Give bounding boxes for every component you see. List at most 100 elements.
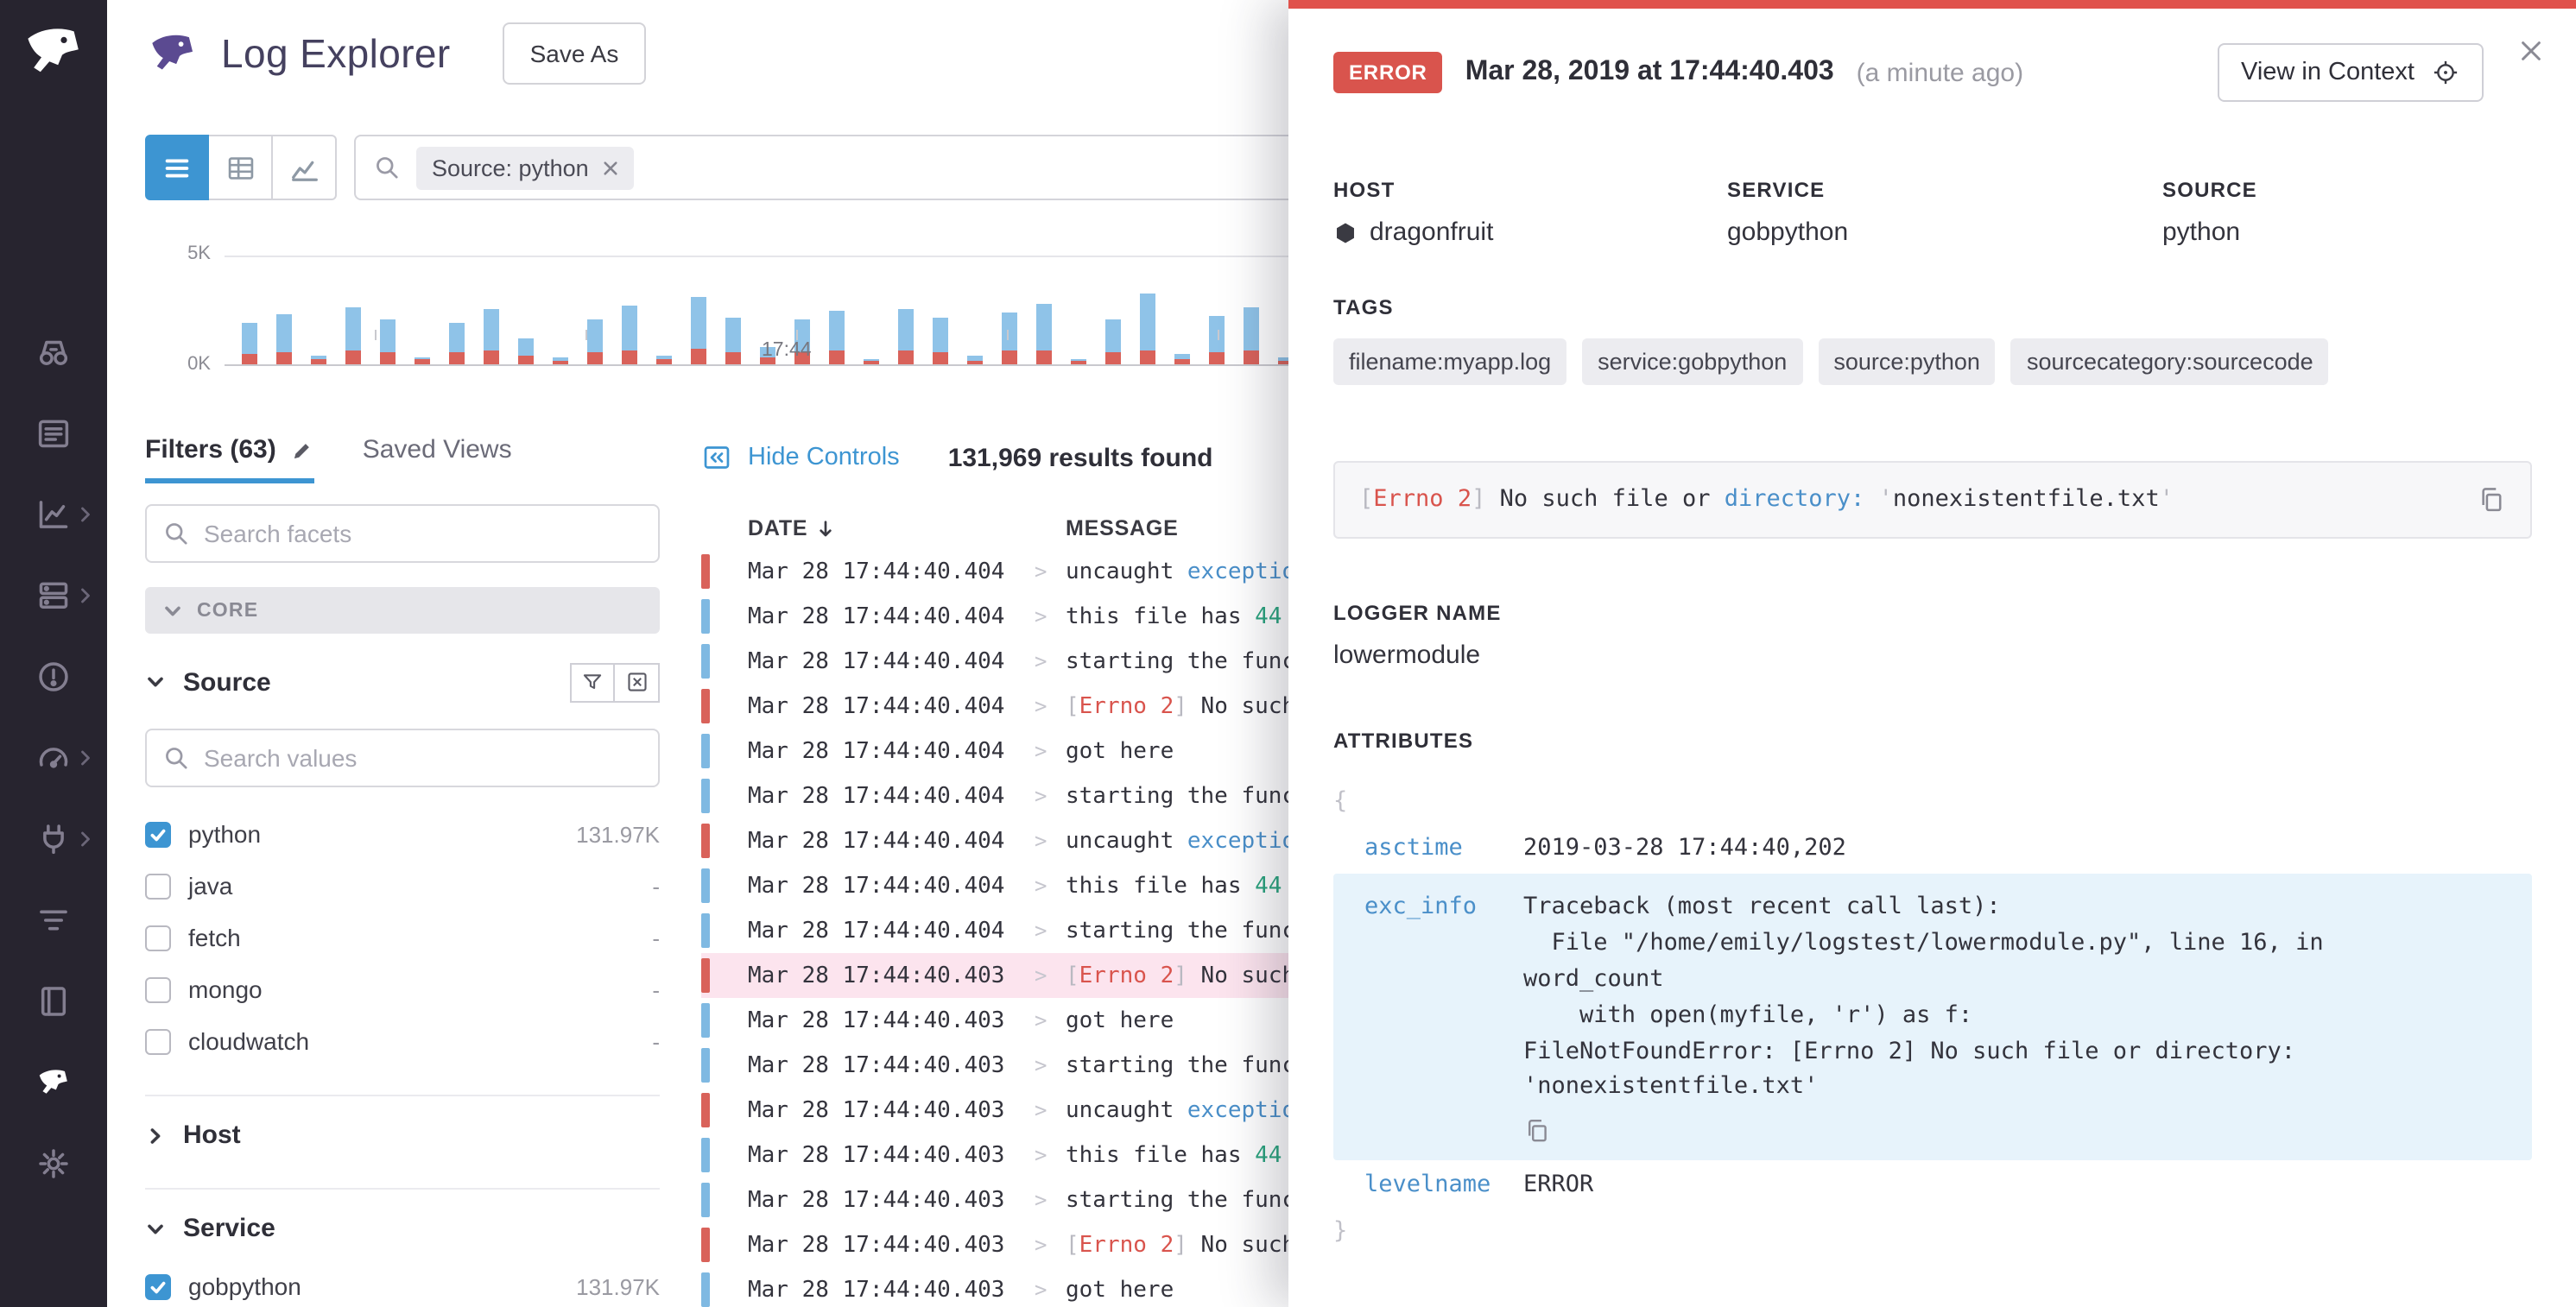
list-view-button[interactable] <box>145 135 209 200</box>
pipelines-icon[interactable] <box>35 901 73 939</box>
facet-row[interactable]: java - <box>145 860 660 912</box>
chart-bar[interactable] <box>622 306 637 364</box>
chart-bar[interactable] <box>1036 304 1052 364</box>
log-row[interactable]: Mar 28 17:44:40.404 > got here <box>701 729 2576 773</box>
tag-chip[interactable]: filename:myapp.log <box>1333 338 1567 385</box>
search-facets-input[interactable] <box>145 504 660 563</box>
checkbox[interactable] <box>145 925 171 950</box>
checkbox[interactable] <box>145 873 171 899</box>
facet-row[interactable]: cloudwatch - <box>145 1015 660 1067</box>
attribute-key[interactable]: asctime <box>1364 833 1463 862</box>
checkbox[interactable] <box>145 1028 171 1054</box>
facet-label: cloudwatch <box>188 1027 310 1055</box>
facet-row[interactable]: fetch - <box>145 912 660 963</box>
edit-filters-icon[interactable] <box>290 438 314 462</box>
checkbox[interactable] <box>145 976 171 1002</box>
attribute-key[interactable]: exc_info <box>1364 892 1478 920</box>
chart-bar[interactable] <box>794 319 810 364</box>
facet-row[interactable]: python 131.97K <box>145 808 660 860</box>
chart-bar[interactable] <box>311 356 326 364</box>
chart-bar[interactable] <box>760 347 775 364</box>
tab-filters[interactable]: Filters (63) <box>145 435 314 483</box>
attribute-row[interactable]: exc_info Traceback (most recent call last… <box>1333 873 2532 1161</box>
table-view-button[interactable] <box>209 135 273 200</box>
chart-bar[interactable] <box>898 309 914 364</box>
checkbox[interactable] <box>145 821 171 847</box>
chart-bar[interactable] <box>864 358 879 364</box>
dashboards-icon[interactable] <box>35 496 90 534</box>
events-icon[interactable] <box>35 414 73 452</box>
log-row[interactable]: Mar 28 17:44:40.403 > got here <box>701 998 2576 1043</box>
search-filter-chip[interactable]: Source: python <box>416 146 634 189</box>
tag-chip[interactable]: source:python <box>1818 338 1996 385</box>
settings-icon[interactable] <box>35 1145 73 1183</box>
tab-saved-views[interactable]: Saved Views <box>362 435 512 464</box>
chart-bar[interactable] <box>1244 306 1259 364</box>
log-row[interactable]: Mar 28 17:44:40.403 > starting the functio… <box>701 1178 2576 1222</box>
checkbox[interactable] <box>145 1273 171 1299</box>
facet-row[interactable]: mongo - <box>145 963 660 1015</box>
chart-bar[interactable] <box>829 310 845 364</box>
infrastructure-icon[interactable] <box>35 577 90 615</box>
filter-facet-button[interactable] <box>570 662 615 702</box>
chart-bar[interactable] <box>449 322 465 364</box>
log-row[interactable]: Mar 28 17:44:40.404 > uncaught exception <box>701 549 2576 594</box>
log-row[interactable]: Mar 28 17:44:40.404 > starting the functio… <box>701 773 2576 818</box>
tag-chip[interactable]: sourcecategory:sourcecode <box>2010 338 2329 385</box>
notebooks-icon[interactable] <box>35 982 73 1020</box>
save-as-button[interactable]: Save As <box>502 22 647 85</box>
integrations-icon[interactable] <box>35 820 90 858</box>
chart-bar[interactable] <box>967 356 983 364</box>
chart-bar[interactable] <box>1071 358 1086 364</box>
chart-bar[interactable] <box>242 322 257 364</box>
logs-icon[interactable] <box>35 1064 73 1102</box>
log-row[interactable]: Mar 28 17:44:40.404 > uncaught exception <box>701 818 2576 863</box>
chart-bar[interactable] <box>1278 357 1294 364</box>
info-segment <box>1071 358 1086 361</box>
log-row[interactable]: Mar 28 17:44:40.403 > got here <box>701 1267 2576 1307</box>
attribute-row[interactable]: asctime 2019-03-28 17:44:40,202 <box>1333 824 2532 874</box>
copy-icon[interactable] <box>2477 485 2506 515</box>
chart-bar[interactable] <box>587 319 603 364</box>
chart-bar[interactable] <box>276 313 292 364</box>
chart-bar[interactable] <box>691 297 706 364</box>
chart-bar[interactable] <box>484 309 499 364</box>
view-in-context-button[interactable]: View in Context <box>2217 43 2484 102</box>
attribute-key[interactable]: levelname <box>1364 1171 1491 1199</box>
chart-bar[interactable] <box>1174 353 1190 364</box>
column-date[interactable]: DATE <box>748 516 1066 540</box>
host-section-header[interactable]: Host <box>145 1095 660 1160</box>
facet-row[interactable]: gobpython 131.97K <box>145 1260 660 1307</box>
chart-bar[interactable] <box>518 338 534 364</box>
datadog-logo-icon[interactable] <box>19 17 88 86</box>
remove-filter-icon[interactable] <box>603 160 618 175</box>
tag-chip[interactable]: service:gobpython <box>1582 338 1803 385</box>
attribute-row[interactable]: levelname ERROR <box>1333 1161 2532 1211</box>
chart-bar[interactable] <box>415 357 430 364</box>
chart-bar[interactable] <box>1002 313 1017 364</box>
chart-bar[interactable] <box>1140 293 1155 364</box>
chart-bar[interactable] <box>1209 316 1225 364</box>
search-values-input[interactable] <box>145 729 660 787</box>
core-section-header[interactable]: CORE <box>145 587 660 634</box>
monitors-icon[interactable] <box>35 658 73 696</box>
chart-bar[interactable] <box>553 357 568 364</box>
chart-bar[interactable] <box>1105 319 1121 364</box>
hide-controls-button[interactable]: Hide Controls <box>701 442 900 473</box>
chart-bar[interactable] <box>725 317 741 364</box>
service-section-header[interactable]: Service <box>145 1188 660 1253</box>
timeseries-view-button[interactable] <box>273 135 337 200</box>
clear-facet-button[interactable] <box>615 662 660 702</box>
metrics-icon[interactable] <box>35 739 90 777</box>
log-row[interactable]: Mar 28 17:44:40.403 > uncaught exception <box>701 1088 2576 1133</box>
close-icon[interactable] <box>2511 31 2551 71</box>
chart-bar[interactable] <box>380 319 396 364</box>
chart-bar[interactable] <box>933 317 948 364</box>
source-section-header[interactable]: Source <box>145 656 660 708</box>
copy-icon[interactable] <box>1523 1118 2394 1146</box>
column-message[interactable]: MESSAGE <box>1066 516 1179 540</box>
chart-bar[interactable] <box>345 306 361 364</box>
log-message: got here <box>1066 738 2576 764</box>
chart-bar[interactable] <box>656 356 672 364</box>
watchdog-icon[interactable] <box>35 333 73 371</box>
